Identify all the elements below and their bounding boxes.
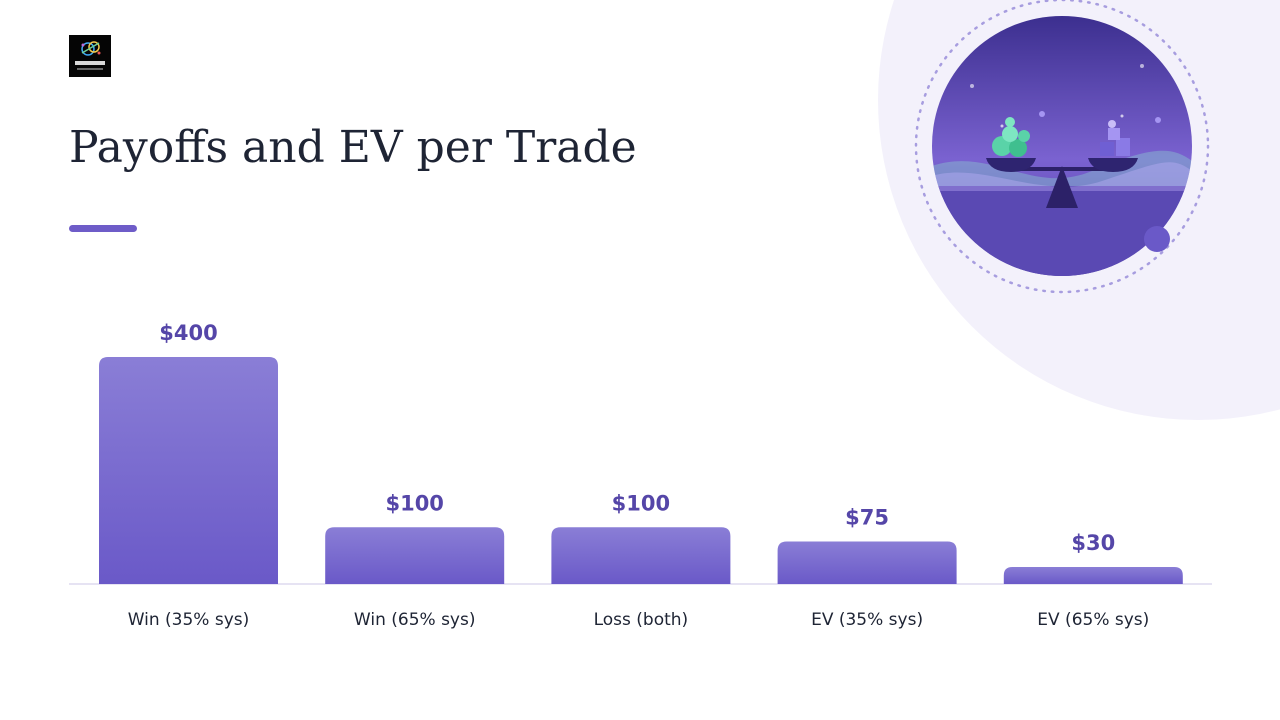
title-underline <box>69 225 137 232</box>
logo-image <box>69 35 111 77</box>
x-tick-label: EV (35% sys) <box>811 610 923 630</box>
x-tick-label: Win (65% sys) <box>354 610 476 630</box>
bar-value-label: $100 <box>385 491 443 515</box>
x-tick-label: Loss (both) <box>594 610 689 630</box>
bar-value-label: $30 <box>1071 531 1115 555</box>
bar-2 <box>551 527 731 584</box>
bar-3 <box>777 541 957 584</box>
bar-value-label: $75 <box>845 505 889 529</box>
bar-value-label: $100 <box>612 491 670 515</box>
bar-value-label: $400 <box>159 321 217 345</box>
page-title: Payoffs and EV per Trade <box>69 122 637 173</box>
balance-scale-illustration <box>912 0 1212 296</box>
x-tick-label: Win (35% sys) <box>128 610 250 630</box>
bar-4 <box>1003 566 1183 584</box>
x-tick-label: EV (65% sys) <box>1037 610 1149 630</box>
bar-1 <box>325 527 505 584</box>
bar-0 <box>99 357 278 584</box>
